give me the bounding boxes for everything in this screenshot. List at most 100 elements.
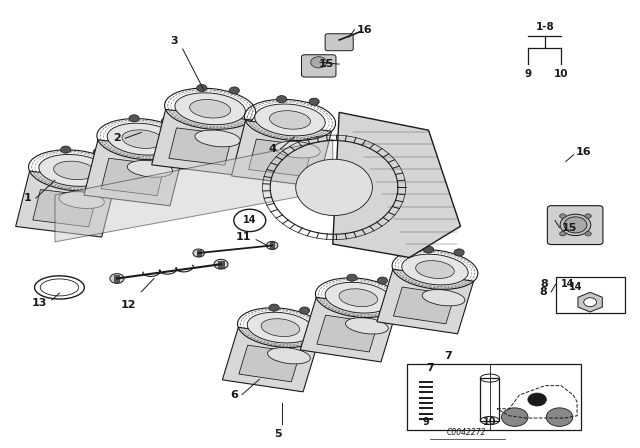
Text: 14: 14 [569,282,582,293]
Text: 14: 14 [561,279,574,289]
Text: 15: 15 [561,223,577,233]
Ellipse shape [127,160,173,177]
Ellipse shape [59,192,104,208]
Polygon shape [317,315,378,352]
Circle shape [585,232,591,236]
Polygon shape [152,109,252,176]
FancyBboxPatch shape [547,206,603,245]
Text: 16: 16 [575,146,591,157]
Polygon shape [239,345,300,382]
Circle shape [276,95,287,103]
Text: 10: 10 [483,417,497,427]
Text: 7: 7 [445,351,452,361]
Polygon shape [578,293,602,312]
Circle shape [454,249,464,256]
Bar [480,378,499,421]
Circle shape [300,307,310,314]
Polygon shape [33,190,97,227]
Circle shape [502,408,528,426]
Polygon shape [377,269,474,334]
Circle shape [424,246,434,253]
Circle shape [559,214,566,218]
Text: 8: 8 [540,279,548,289]
Bar [218,261,223,268]
Text: 3: 3 [171,36,178,46]
Circle shape [193,249,204,257]
Polygon shape [300,297,397,362]
Circle shape [559,232,566,236]
FancyBboxPatch shape [301,55,336,77]
Text: 1-8: 1-8 [536,22,554,32]
Circle shape [585,214,591,218]
Ellipse shape [275,141,320,158]
Circle shape [528,393,547,406]
Circle shape [584,297,596,306]
Bar [556,277,625,313]
Text: C0042272: C0042272 [447,428,486,438]
Text: 16: 16 [357,25,372,35]
Polygon shape [394,287,454,324]
Bar [270,242,274,249]
Circle shape [564,217,587,233]
FancyBboxPatch shape [325,34,353,51]
Polygon shape [55,139,333,242]
Bar [115,275,120,282]
Circle shape [214,259,228,269]
Ellipse shape [268,348,310,364]
Text: 7: 7 [427,363,435,373]
Text: 13: 13 [31,298,47,309]
Circle shape [309,98,319,105]
Text: 11: 11 [236,233,251,242]
Polygon shape [232,121,332,187]
Circle shape [547,408,573,426]
Polygon shape [84,140,184,206]
Circle shape [161,117,172,125]
Ellipse shape [339,289,378,306]
Ellipse shape [422,289,465,306]
Ellipse shape [54,161,95,180]
Ellipse shape [39,155,109,186]
Text: 6: 6 [230,390,238,400]
Text: 9: 9 [525,69,532,79]
Text: 4: 4 [269,144,276,154]
Polygon shape [101,158,164,196]
Text: 12: 12 [120,300,136,310]
Text: 8: 8 [540,287,547,297]
Ellipse shape [175,93,246,125]
Ellipse shape [269,111,310,129]
Bar [407,364,580,431]
Circle shape [378,277,388,284]
Polygon shape [333,112,461,258]
Ellipse shape [311,57,326,68]
Text: 1: 1 [24,193,31,203]
Ellipse shape [346,318,388,334]
Ellipse shape [122,130,163,148]
Ellipse shape [296,159,372,215]
Ellipse shape [402,254,468,285]
Circle shape [196,84,207,91]
Circle shape [347,274,357,281]
Ellipse shape [255,104,325,136]
Ellipse shape [247,312,314,343]
Circle shape [93,149,104,156]
Polygon shape [15,171,116,237]
Text: 5: 5 [275,430,282,439]
Circle shape [129,115,139,122]
Text: 15: 15 [319,59,334,69]
Circle shape [266,241,278,250]
Polygon shape [222,327,319,392]
Text: 14: 14 [243,215,257,225]
Circle shape [110,274,124,284]
Bar [196,250,200,256]
Polygon shape [169,128,232,165]
Text: 2: 2 [113,133,121,143]
Ellipse shape [415,261,454,279]
Ellipse shape [560,214,591,236]
Polygon shape [249,139,312,177]
Text: 9: 9 [422,417,429,427]
Circle shape [61,146,71,153]
Circle shape [269,304,279,311]
Ellipse shape [107,123,178,155]
Text: 10: 10 [554,69,569,79]
Ellipse shape [325,282,392,313]
